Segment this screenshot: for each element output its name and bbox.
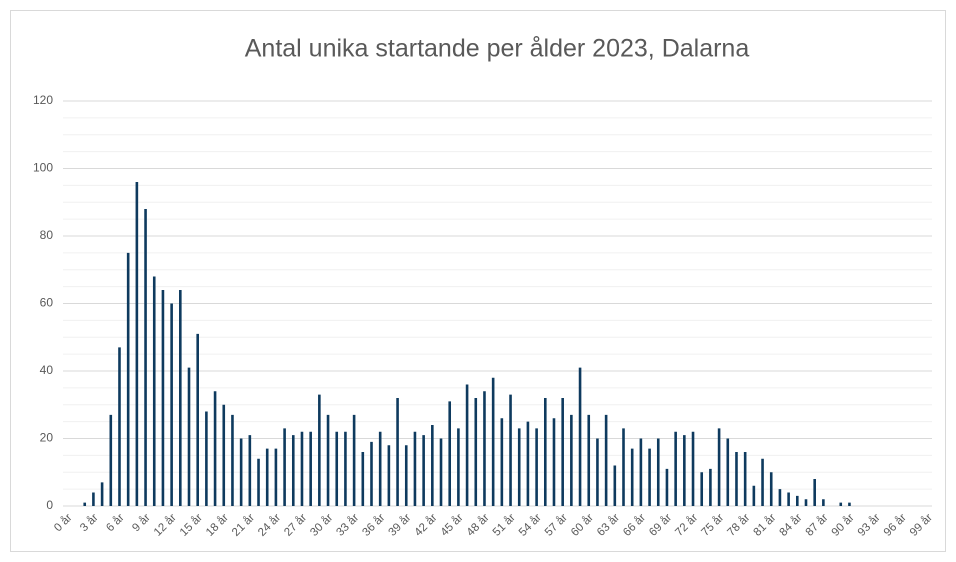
bar: [683, 435, 686, 506]
bar: [500, 418, 504, 506]
chart-frame: [10, 10, 946, 552]
bar: [457, 428, 460, 506]
bar: [126, 252, 130, 506]
bar: [404, 445, 408, 506]
bar: [370, 441, 373, 506]
bar: [596, 438, 599, 506]
y-tick-label: 60: [40, 296, 54, 310]
bar: [778, 489, 782, 506]
bar: [170, 303, 173, 506]
bar: [439, 438, 443, 506]
bar: [213, 391, 217, 506]
bar: [639, 438, 643, 506]
bar: [196, 333, 199, 506]
y-tick-label: 80: [40, 228, 54, 242]
bar: [526, 421, 530, 506]
bar: [700, 472, 704, 506]
bar: [648, 448, 651, 506]
bar: [822, 499, 825, 506]
bar: [361, 452, 365, 506]
bar: [535, 428, 538, 506]
bar: [378, 431, 382, 506]
bar: [752, 485, 756, 506]
bar: [656, 438, 660, 506]
bar: [674, 431, 677, 506]
bar: [604, 414, 608, 506]
bar: [587, 414, 591, 506]
bar: [709, 468, 712, 506]
bar: [509, 394, 512, 506]
bar: [543, 398, 547, 506]
bar: [396, 398, 399, 506]
chart-title: Antal unika startande per ålder 2023, Da…: [245, 35, 750, 63]
bar: [813, 479, 816, 506]
y-tick-label: 40: [40, 363, 54, 377]
bar: [848, 502, 851, 506]
bar: [179, 290, 182, 506]
bar: [222, 404, 226, 506]
bar: [326, 414, 330, 506]
y-tick-label: 0: [46, 498, 53, 512]
bar: [561, 398, 564, 506]
bar: [92, 492, 95, 506]
bar: [231, 414, 234, 506]
bar: [309, 431, 312, 506]
bar: [570, 414, 573, 506]
bar: [135, 182, 139, 506]
bar: [839, 502, 843, 506]
bar: [552, 418, 556, 506]
bar: [161, 290, 165, 506]
bar: [187, 367, 191, 506]
bar: [144, 209, 147, 506]
bar: [248, 435, 252, 506]
bar: [796, 495, 799, 506]
bar: [717, 428, 721, 506]
bar: [448, 401, 452, 506]
bar: [257, 458, 260, 506]
bar: [318, 394, 321, 506]
bar: [205, 411, 208, 506]
bar: [152, 276, 156, 506]
bar: [431, 425, 434, 506]
bar: [613, 465, 617, 506]
bar: [474, 398, 478, 506]
bar: [413, 431, 417, 506]
bar: [300, 431, 304, 506]
bar: [422, 435, 425, 506]
bar: [491, 377, 495, 506]
bar: [283, 428, 286, 506]
bar: [465, 384, 469, 506]
bar: [726, 438, 730, 506]
y-tick-label: 120: [33, 93, 53, 107]
bar: [109, 414, 113, 506]
bar: [83, 502, 87, 506]
bar: [265, 448, 269, 506]
bar: [761, 458, 764, 506]
bar: [735, 452, 738, 506]
bar: [344, 431, 347, 506]
bar: [787, 492, 790, 506]
bar: [578, 367, 582, 506]
bar: [804, 499, 808, 506]
bar: [100, 482, 104, 506]
bar: [291, 435, 295, 506]
y-tick-label: 20: [40, 431, 54, 445]
bar: [335, 431, 339, 506]
y-tick-label: 100: [33, 161, 53, 175]
bar: [118, 347, 121, 506]
bar: [483, 391, 486, 506]
bar: [665, 468, 669, 506]
bar: [274, 448, 278, 506]
bar: [517, 428, 521, 506]
bar: [239, 438, 243, 506]
bar: [769, 472, 773, 506]
bar: [352, 414, 356, 506]
bar: [387, 445, 391, 506]
bar: [622, 428, 625, 506]
bar: [630, 448, 634, 506]
bar: [743, 452, 747, 506]
bar: [691, 431, 695, 506]
